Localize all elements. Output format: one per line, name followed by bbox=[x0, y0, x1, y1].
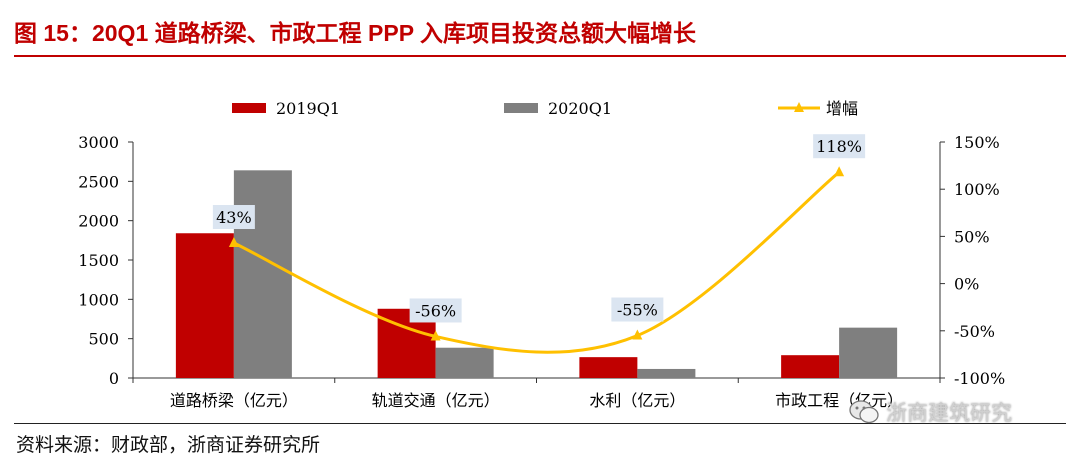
growth-data-label: -55% bbox=[617, 301, 658, 320]
y-left-tick-label: 3000 bbox=[78, 133, 119, 152]
y-left-tick-label: 500 bbox=[88, 330, 119, 349]
growth-series: 43% -56% -55% 118% bbox=[212, 134, 866, 354]
growth-label-bg bbox=[212, 205, 255, 230]
bar-2020Q1 bbox=[839, 327, 898, 378]
chart-bars bbox=[175, 170, 898, 378]
wechat-icon bbox=[849, 400, 879, 424]
growth-point bbox=[228, 237, 239, 248]
growth-data-label: -56% bbox=[415, 301, 456, 320]
legend-label: 增幅 bbox=[826, 99, 858, 118]
y-right-tick-label: -50% bbox=[954, 322, 995, 341]
y-left-tick-label: 1000 bbox=[78, 290, 119, 309]
growth-point bbox=[632, 329, 643, 340]
y-left-tick-label: 2500 bbox=[78, 172, 119, 191]
x-tick-label: 轨道交通（亿元） bbox=[372, 391, 500, 410]
x-tick-label: 道路桥梁（亿元） bbox=[170, 391, 298, 410]
legend-label: 2020Q1 bbox=[548, 99, 612, 118]
y-right-tick-label: 50% bbox=[954, 227, 990, 246]
y-right-tick-label: 0% bbox=[954, 275, 979, 294]
bar-2020Q1 bbox=[435, 347, 494, 378]
growth-line bbox=[233, 171, 841, 354]
growth-point bbox=[430, 330, 441, 341]
y-left-tick-label: 1500 bbox=[78, 251, 119, 270]
growth-point bbox=[834, 166, 845, 177]
bar-2020Q1 bbox=[233, 170, 292, 378]
source-rule bbox=[14, 423, 1066, 424]
y-right-tick-label: 100% bbox=[954, 180, 1000, 199]
y-right-tick-label: -100% bbox=[954, 369, 1005, 388]
growth-label-bg bbox=[611, 297, 664, 322]
bar-2019Q1 bbox=[579, 357, 638, 378]
growth-label-bg bbox=[409, 298, 462, 323]
bar-2019Q1 bbox=[175, 233, 234, 378]
legend-label: 2019Q1 bbox=[276, 99, 340, 118]
legend-marker-growth bbox=[794, 102, 804, 112]
source-note: 资料来源：财政部，浙商证券研究所 bbox=[16, 434, 321, 456]
watermark-text: 浙商建筑研究 bbox=[886, 401, 1012, 425]
growth-label-bg bbox=[813, 134, 866, 159]
watermark: 浙商建筑研究 bbox=[848, 395, 1012, 429]
y-left-tick-label: 2000 bbox=[78, 212, 119, 231]
legend-swatch-2020Q1 bbox=[504, 103, 538, 113]
bar-2020Q1 bbox=[637, 368, 696, 378]
legend-swatch-2019Q1 bbox=[232, 103, 266, 113]
x-tick-label: 水利（亿元） bbox=[589, 391, 685, 410]
figure-title: 图 15：20Q1 道路桥梁、市政工程 PPP 入库项目投资总额大幅增长 bbox=[14, 20, 697, 46]
growth-data-label: 118% bbox=[816, 137, 862, 156]
title-rule bbox=[14, 55, 1066, 57]
y-left-tick-label: 0 bbox=[109, 369, 119, 388]
growth-data-label: 43% bbox=[216, 208, 252, 227]
y-right-tick-label: 150% bbox=[954, 133, 1000, 152]
chart-legend: 2019Q1 2020Q1 增幅 bbox=[232, 99, 858, 118]
bar-2019Q1 bbox=[781, 355, 840, 378]
